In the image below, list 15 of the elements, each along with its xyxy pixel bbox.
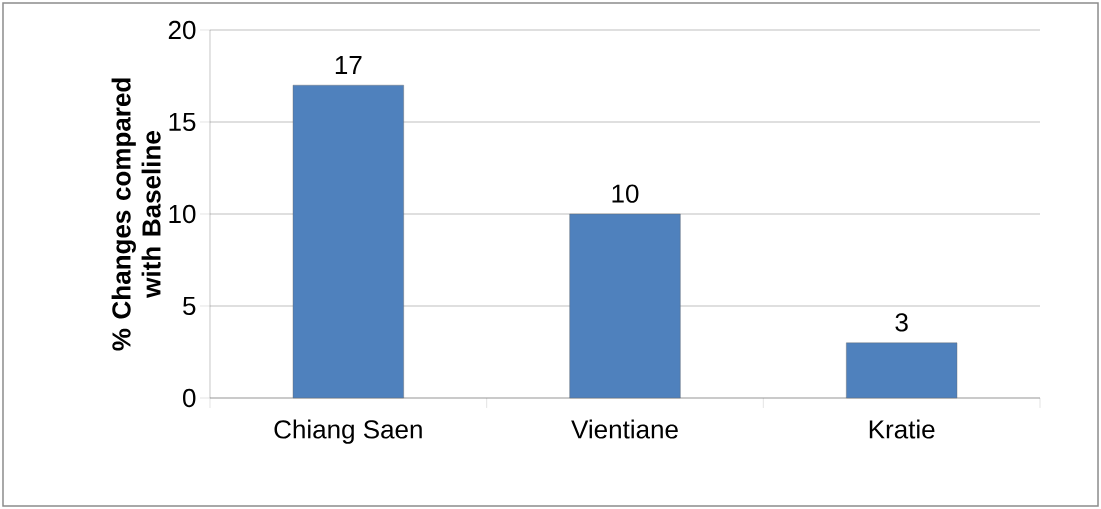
x-tick-label: Kratie [869,419,935,439]
bar [292,85,404,399]
y-tick-label: 15 [169,112,196,132]
data-label: 3 [895,313,908,332]
x-tick-label: Vientiane [571,419,678,439]
bar [569,213,681,399]
y-tick-label: 0 [183,388,196,408]
bar [846,342,958,399]
y-tick-label: 10 [169,204,196,224]
x-tick-label: Chiang Saen [274,419,422,444]
data-label: 10 [612,184,639,203]
data-label: 17 [335,56,362,74]
y-axis-title: % Changes compared with Baseline [111,78,161,351]
y-tick-label: 5 [183,296,196,316]
y-tick-label: 20 [168,20,196,40]
